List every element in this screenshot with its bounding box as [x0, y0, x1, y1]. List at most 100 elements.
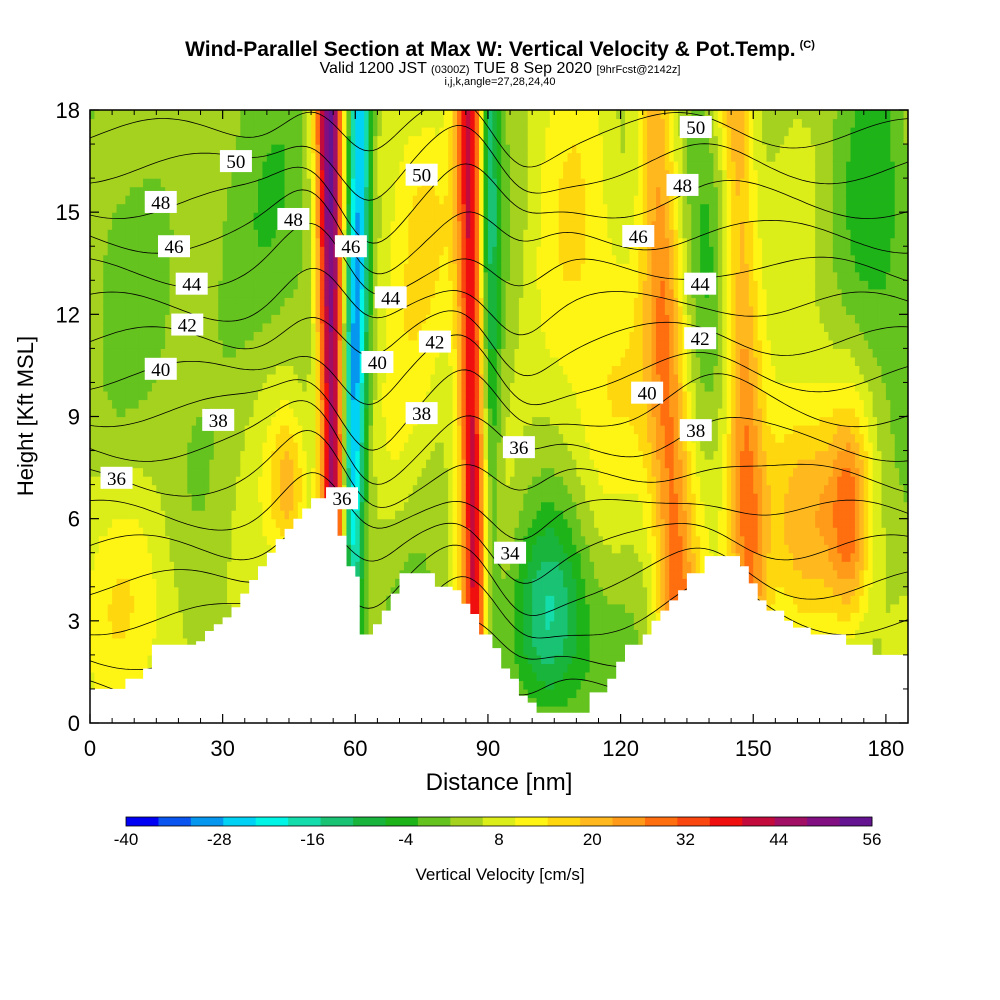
velocity-cell — [235, 510, 241, 520]
velocity-cell — [271, 186, 277, 196]
velocity-cell — [244, 365, 250, 375]
velocity-cell — [333, 356, 339, 367]
velocity-cell — [120, 263, 126, 273]
velocity-cell — [231, 348, 237, 358]
velocity-cell — [160, 212, 166, 222]
velocity-cell — [213, 229, 219, 239]
velocity-cell — [103, 603, 109, 613]
velocity-cell — [262, 535, 268, 545]
velocity-cell — [390, 152, 396, 162]
velocity-cell — [350, 280, 356, 290]
velocity-cell — [165, 586, 171, 596]
velocity-cell — [253, 118, 259, 128]
velocity-cell — [143, 544, 149, 554]
velocity-cell — [262, 442, 268, 452]
velocity-cell — [324, 186, 330, 196]
velocity-cell — [359, 620, 365, 630]
velocity-cell — [386, 161, 392, 171]
velocity-cell — [235, 322, 241, 332]
velocity-cell — [359, 484, 365, 494]
velocity-cell — [235, 399, 241, 409]
velocity-cell — [134, 161, 140, 171]
velocity-cell — [204, 178, 210, 188]
velocity-cell — [134, 620, 140, 630]
velocity-cell — [160, 288, 166, 298]
velocity-cell — [297, 348, 303, 358]
velocity-cell — [200, 433, 206, 443]
velocity-cell — [156, 271, 162, 281]
velocity-cell — [147, 348, 153, 358]
velocity-cell — [333, 467, 339, 477]
velocity-cell — [191, 169, 197, 179]
velocity-cell — [94, 399, 100, 409]
velocity-cell — [196, 127, 202, 137]
velocity-cell — [169, 552, 175, 562]
velocity-cell — [222, 373, 228, 384]
velocity-cell — [98, 365, 104, 375]
velocity-cell — [191, 135, 197, 145]
velocity-cell — [368, 110, 374, 120]
velocity-cell — [120, 280, 126, 290]
velocity-cell — [302, 178, 308, 188]
velocity-cell — [169, 467, 175, 477]
velocity-cell — [94, 467, 100, 477]
velocity-cell — [227, 390, 233, 401]
velocity-cell — [178, 339, 184, 349]
velocity-cell — [372, 246, 378, 256]
velocity-cell — [107, 450, 113, 460]
velocity-cell — [355, 450, 361, 460]
velocity-cell — [364, 271, 370, 281]
velocity-cell — [187, 535, 193, 545]
velocity-cell — [390, 484, 396, 494]
velocity-cell — [143, 152, 149, 162]
velocity-cell — [390, 229, 396, 239]
velocity-cell — [169, 229, 175, 239]
velocity-cell — [275, 144, 281, 154]
velocity-cell — [240, 518, 246, 528]
velocity-cell — [306, 348, 312, 358]
velocity-cell — [235, 501, 241, 511]
velocity-cell — [196, 620, 202, 630]
velocity-cell — [94, 220, 100, 230]
velocity-cell — [227, 144, 233, 154]
velocity-cell — [328, 348, 334, 358]
velocity-cell — [112, 646, 118, 656]
velocity-cell — [160, 390, 166, 401]
velocity-cell — [120, 510, 126, 520]
velocity-cell — [319, 484, 325, 494]
velocity-cell — [284, 407, 290, 418]
velocity-cell — [372, 433, 378, 443]
velocity-cell — [315, 135, 321, 145]
velocity-cell — [134, 467, 140, 477]
velocity-cell — [213, 476, 219, 486]
velocity-cell — [204, 544, 210, 554]
velocity-cell — [209, 578, 215, 588]
velocity-cell — [218, 365, 224, 375]
velocity-cell — [386, 493, 392, 503]
velocity-cell — [346, 280, 352, 290]
velocity-cell — [359, 561, 365, 571]
velocity-cell — [98, 671, 104, 682]
velocity-cell — [209, 459, 215, 469]
velocity-cell — [319, 161, 325, 171]
velocity-cell — [160, 110, 166, 120]
velocity-cell — [129, 552, 135, 562]
velocity-cell — [355, 135, 361, 145]
velocity-cell — [377, 212, 383, 222]
velocity-cell — [169, 339, 175, 349]
velocity-cell — [262, 110, 268, 120]
velocity-cell — [116, 178, 122, 188]
velocity-cell — [174, 561, 180, 571]
velocity-cell — [204, 450, 210, 460]
velocity-cell — [302, 339, 308, 349]
velocity-cell — [134, 195, 140, 205]
velocity-cell — [182, 629, 188, 639]
velocity-cell — [138, 450, 144, 460]
velocity-cell — [222, 322, 228, 332]
velocity-cell — [355, 390, 361, 401]
velocity-cell — [218, 237, 224, 247]
velocity-cell — [306, 195, 312, 205]
velocity-cell — [125, 407, 131, 418]
velocity-cell — [174, 220, 180, 230]
velocity-cell — [311, 382, 317, 392]
